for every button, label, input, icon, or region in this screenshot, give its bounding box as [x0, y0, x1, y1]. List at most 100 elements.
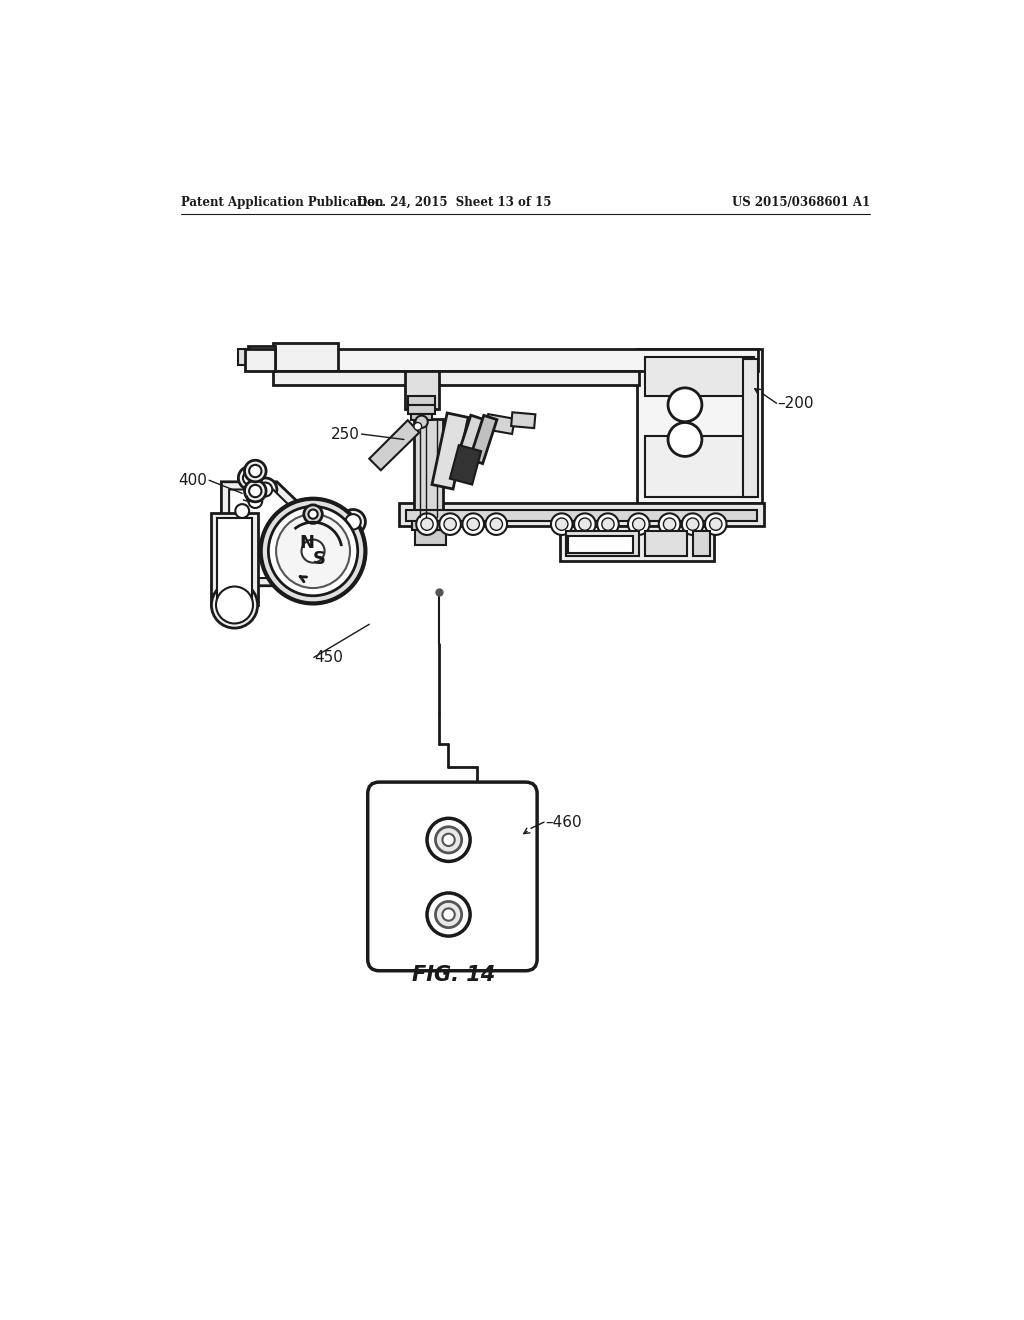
- Circle shape: [416, 513, 438, 535]
- Circle shape: [579, 517, 591, 531]
- Bar: [637, 350, 762, 503]
- Circle shape: [261, 499, 366, 603]
- Bar: [416, 529, 446, 545]
- Circle shape: [664, 517, 676, 531]
- Circle shape: [668, 422, 701, 457]
- Circle shape: [258, 483, 272, 496]
- Circle shape: [427, 818, 470, 862]
- Bar: [412, 512, 451, 529]
- Circle shape: [304, 506, 323, 524]
- Circle shape: [421, 517, 433, 531]
- Bar: [742, 359, 758, 498]
- Text: Patent Application Publication: Patent Application Publication: [180, 195, 383, 209]
- Bar: [692, 531, 710, 556]
- Circle shape: [556, 517, 568, 531]
- Bar: [645, 358, 755, 396]
- Circle shape: [435, 826, 462, 853]
- Circle shape: [597, 513, 618, 535]
- Text: US 2015/0368601 A1: US 2015/0368601 A1: [731, 195, 869, 209]
- Circle shape: [628, 513, 649, 535]
- Circle shape: [276, 513, 350, 589]
- Polygon shape: [485, 414, 515, 434]
- Polygon shape: [370, 420, 419, 470]
- Circle shape: [245, 461, 266, 482]
- Text: FIG. 14: FIG. 14: [413, 965, 496, 985]
- Circle shape: [249, 484, 261, 498]
- Polygon shape: [432, 413, 468, 488]
- Circle shape: [341, 510, 366, 535]
- Circle shape: [668, 388, 701, 422]
- Text: –460: –460: [545, 814, 582, 830]
- Polygon shape: [229, 490, 306, 578]
- Circle shape: [602, 517, 614, 531]
- Polygon shape: [511, 412, 536, 428]
- Circle shape: [439, 513, 461, 535]
- Circle shape: [236, 504, 249, 517]
- Circle shape: [243, 471, 257, 484]
- Polygon shape: [452, 416, 487, 479]
- Circle shape: [245, 480, 266, 502]
- Circle shape: [444, 517, 457, 531]
- Circle shape: [230, 499, 254, 523]
- Bar: [211, 512, 258, 605]
- Circle shape: [633, 517, 645, 531]
- Circle shape: [416, 416, 428, 428]
- Bar: [273, 343, 339, 371]
- Circle shape: [345, 513, 360, 529]
- Circle shape: [239, 466, 261, 490]
- Bar: [645, 436, 755, 498]
- Circle shape: [427, 892, 470, 936]
- Circle shape: [414, 422, 422, 430]
- Circle shape: [435, 902, 462, 928]
- Bar: [248, 346, 274, 368]
- Circle shape: [442, 834, 455, 846]
- Bar: [565, 531, 639, 556]
- Circle shape: [268, 507, 357, 595]
- Circle shape: [551, 513, 572, 535]
- Bar: [217, 517, 252, 599]
- Text: S: S: [312, 550, 326, 568]
- Bar: [645, 531, 687, 556]
- Polygon shape: [450, 445, 481, 484]
- Circle shape: [710, 517, 722, 531]
- Circle shape: [490, 517, 503, 531]
- Circle shape: [463, 513, 484, 535]
- Bar: [414, 418, 443, 519]
- Bar: [239, 350, 250, 364]
- Bar: [273, 371, 639, 385]
- Bar: [407, 510, 757, 521]
- Circle shape: [254, 478, 276, 502]
- Text: –200: –200: [777, 396, 814, 411]
- Circle shape: [467, 517, 479, 531]
- Bar: [404, 371, 439, 409]
- Circle shape: [211, 582, 258, 628]
- Circle shape: [682, 513, 703, 535]
- Bar: [408, 396, 435, 405]
- Polygon shape: [469, 416, 497, 463]
- Circle shape: [216, 586, 253, 623]
- FancyBboxPatch shape: [368, 781, 538, 970]
- Text: N: N: [299, 535, 314, 552]
- Circle shape: [485, 513, 507, 535]
- Text: Dec. 24, 2015  Sheet 13 of 15: Dec. 24, 2015 Sheet 13 of 15: [356, 195, 551, 209]
- Bar: [245, 350, 275, 371]
- Circle shape: [686, 517, 698, 531]
- Text: 450: 450: [313, 649, 343, 665]
- Bar: [560, 527, 714, 561]
- Circle shape: [705, 513, 727, 535]
- Circle shape: [249, 494, 262, 508]
- Circle shape: [308, 510, 317, 519]
- Bar: [273, 350, 758, 371]
- Circle shape: [574, 513, 596, 535]
- Text: 250: 250: [331, 426, 360, 442]
- Bar: [408, 405, 435, 414]
- Bar: [568, 536, 634, 553]
- Circle shape: [442, 908, 455, 921]
- Circle shape: [249, 465, 261, 477]
- Bar: [398, 503, 764, 527]
- Bar: [411, 414, 432, 420]
- Polygon shape: [221, 482, 315, 586]
- Text: 400: 400: [178, 473, 208, 488]
- Circle shape: [244, 490, 267, 512]
- Circle shape: [301, 540, 325, 562]
